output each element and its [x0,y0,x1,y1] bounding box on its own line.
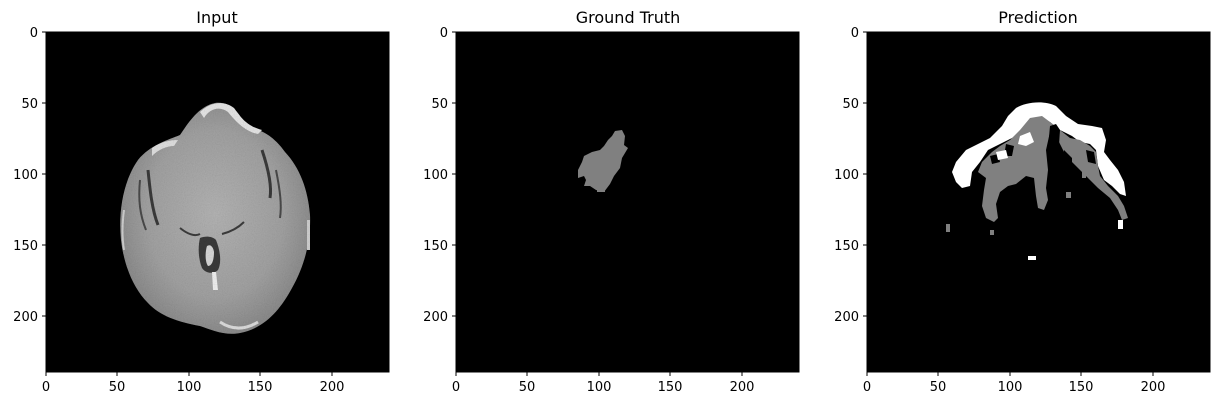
y-tick-label: 50 [842,97,859,112]
x-tick-label: 200 [1141,380,1166,395]
x-tick-label: 50 [930,380,947,395]
y-axis-input: 0 50 100 150 200 [13,26,46,325]
y-tick-label: 100 [834,168,859,183]
y-tick-label: 100 [13,168,38,183]
panel-title-input: Input [196,8,237,27]
y-tick-label: 0 [440,26,448,41]
prediction-mask [946,102,1128,260]
x-axis-ground-truth: 0 50 100 150 200 [452,372,755,395]
x-tick-label: 50 [519,380,536,395]
x-tick-label: 200 [730,380,755,395]
panel-title-prediction: Prediction [998,8,1077,27]
x-tick-label: 150 [248,380,273,395]
x-tick-label: 150 [658,380,683,395]
x-axis-prediction: 0 50 100 150 200 [863,372,1166,395]
ground-truth-mask [578,130,628,192]
x-tick-label: 100 [998,380,1023,395]
panel-input: Input [13,8,390,395]
x-axis-input: 0 50 100 150 200 [42,372,345,395]
y-tick-label: 150 [834,239,859,254]
mri-brain-image [120,102,311,334]
x-tick-label: 200 [320,380,345,395]
axes-frame-input [45,31,390,373]
y-tick-label: 150 [13,239,38,254]
y-tick-label: 100 [423,168,448,183]
x-tick-label: 0 [42,380,50,395]
panel-prediction: Prediction [834,8,1211,395]
image-area-ground-truth [456,32,799,372]
axes-frame-ground-truth [455,31,800,373]
x-tick-label: 50 [109,380,126,395]
x-tick-label: 150 [1069,380,1094,395]
y-tick-label: 0 [30,26,38,41]
x-tick-label: 0 [452,380,460,395]
y-tick-label: 50 [431,97,448,112]
x-tick-label: 100 [587,380,612,395]
y-tick-label: 200 [834,310,859,325]
y-tick-label: 200 [13,310,38,325]
x-tick-label: 0 [863,380,871,395]
panel-title-ground-truth: Ground Truth [576,8,681,27]
x-tick-label: 100 [177,380,202,395]
panel-ground-truth: Ground Truth 0 50 100 150 200 0 50 [423,8,800,395]
y-tick-label: 0 [851,26,859,41]
y-axis-prediction: 0 50 100 150 200 [834,26,867,325]
y-tick-label: 200 [423,310,448,325]
y-tick-label: 50 [21,97,38,112]
y-axis-ground-truth: 0 50 100 150 200 [423,26,456,325]
axes-frame-prediction [866,31,1211,373]
y-tick-label: 150 [423,239,448,254]
